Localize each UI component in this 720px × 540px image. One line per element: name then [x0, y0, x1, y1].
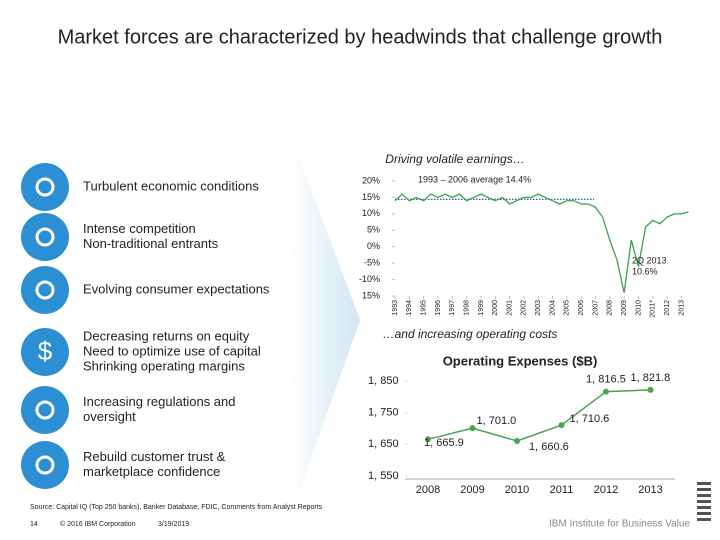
item-text: Evolving consumer expectations	[83, 281, 270, 296]
value-label: 1, 660.6	[529, 441, 569, 453]
y-tick-label: 1, 850	[368, 375, 399, 387]
icon	[21, 441, 69, 489]
source: Source: Capital IQ (Top 250 banks), Bank…	[30, 504, 323, 511]
title: Market forces are characterized by headw…	[58, 26, 663, 48]
icon	[21, 328, 69, 376]
x-tick-label: 2012	[594, 484, 618, 496]
annotation: 1993 – 2006 average 14.4%	[418, 174, 531, 184]
item-text: marketplace confidence	[83, 464, 220, 479]
page-number: 14	[30, 521, 38, 528]
icon	[21, 266, 69, 314]
x-tick-label: 1995	[420, 300, 427, 316]
point	[647, 386, 654, 393]
item-text: Need to optimize use of capital	[83, 343, 261, 358]
copyright: © 2016 IBM Corporation	[60, 520, 136, 528]
x-tick-label: 2005	[564, 300, 571, 316]
value-label: 1, 665.9	[424, 437, 464, 449]
x-tick-label: 2002	[521, 300, 528, 316]
icon	[21, 163, 69, 211]
item-text: Rebuild customer trust &	[83, 449, 226, 464]
icon-glyph	[35, 280, 55, 300]
caption: …and increasing operating costs	[383, 327, 558, 341]
x-tick-label: 2004	[549, 300, 556, 316]
x-tick-label: 2009	[621, 300, 628, 316]
item-text: Non-traditional entrants	[83, 236, 219, 251]
y-tick-label: -10%	[359, 274, 380, 284]
y-tick-label: 0%	[367, 241, 380, 251]
value-label: 1, 701.0	[477, 415, 517, 427]
y-tick-label: 5%	[367, 225, 380, 235]
x-tick-label: 2009	[460, 484, 484, 496]
icon-symbol: $	[38, 336, 53, 366]
x-tick-label: 1997	[449, 300, 456, 316]
icon-glyph	[35, 177, 55, 197]
point	[558, 422, 565, 429]
x-tick-label: 2012	[664, 300, 671, 316]
value-label: 1, 816.5	[586, 374, 626, 386]
item-text: Shrinking operating margins	[83, 358, 245, 373]
annotation: 10.6%	[632, 266, 658, 276]
opex-line	[427, 389, 651, 442]
icon-glyph	[35, 400, 55, 420]
date: 3/19/2019	[158, 521, 189, 528]
item-text: Decreasing returns on equity	[83, 328, 250, 343]
x-tick-label: 2008	[416, 484, 440, 496]
point	[469, 425, 476, 432]
y-tick-label: 15%	[362, 192, 380, 202]
x-tick-label: 1996	[435, 300, 442, 316]
y-tick-label: 20%	[362, 175, 380, 185]
x-tick-label: 1998	[463, 300, 470, 316]
x-tick-label: 2000	[492, 300, 499, 316]
x-tick-label: 2007	[592, 300, 599, 316]
point	[425, 436, 431, 443]
x-tick-label: 2001	[506, 300, 513, 316]
icon-glyph	[35, 227, 55, 247]
point	[603, 388, 609, 395]
x-tick-label: 2010	[635, 300, 642, 316]
x-tick-label: 2006	[578, 300, 585, 316]
annotation: 2Q 2013	[632, 255, 667, 265]
icon-glyph	[35, 455, 55, 475]
roe-line	[394, 193, 689, 293]
x-tick-label: 2003	[535, 300, 542, 316]
icon	[21, 386, 69, 434]
item-text: oversight	[83, 409, 136, 424]
chevron	[290, 160, 360, 490]
icon	[21, 213, 69, 261]
caption: Driving volatile earnings…	[385, 152, 524, 166]
x-tick-label: 2011*	[650, 300, 657, 318]
x-tick-label: 1993	[392, 300, 399, 316]
x-tick-label: 1999	[478, 300, 485, 316]
x-tick-label: 2011	[550, 484, 574, 496]
point	[514, 437, 520, 444]
x-tick-label: 2010	[505, 484, 529, 496]
x-tick-label: 2013	[678, 300, 685, 316]
y-tick-label: 1, 550	[368, 470, 399, 482]
value-label: 1, 821.8	[631, 372, 671, 384]
item-text: Intense competition	[83, 221, 196, 236]
x-tick-label: 2008	[607, 300, 614, 316]
y-tick-label: 1, 650	[368, 438, 399, 450]
item-text: Turbulent economic conditions	[83, 178, 259, 193]
y-tick-label: 1, 750	[368, 407, 399, 419]
y-tick-label: 15%	[362, 290, 380, 300]
x-tick-label: 1994	[406, 300, 413, 316]
ibm-logo	[697, 482, 711, 521]
x-tick-label: 2013	[638, 484, 662, 496]
y-tick-label: -5%	[364, 258, 380, 268]
chart-title: Operating Expenses ($B)	[443, 353, 598, 368]
item-text: Increasing regulations and	[83, 394, 236, 409]
brand: IBM Institute for Business Value	[549, 519, 690, 530]
y-tick-label: 10%	[362, 208, 380, 218]
value-label: 1, 710.6	[570, 413, 610, 425]
